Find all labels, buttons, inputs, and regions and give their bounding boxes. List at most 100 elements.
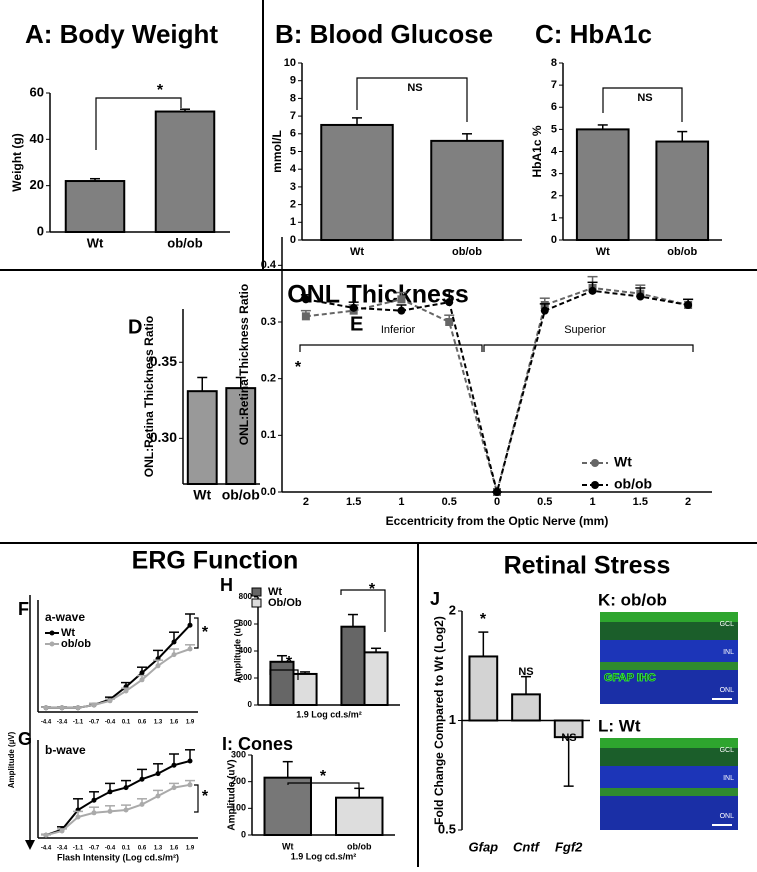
y-tick-label: 300: [231, 749, 246, 759]
x-axis-label: 1.9 Log cd.s/m²: [291, 851, 357, 861]
gcl-layer: [600, 738, 738, 748]
y-tick-label: 6: [290, 128, 296, 140]
series-line: [46, 648, 191, 709]
x-tick-label: ob/ob: [347, 841, 372, 851]
y-axis-label: Weight (g): [10, 133, 24, 191]
marker: [43, 832, 49, 838]
y-tick-label: 600: [239, 619, 253, 628]
x-tick-label: ob/ob: [167, 235, 202, 250]
marker: [349, 303, 358, 312]
x-tick-label: ob/ob: [222, 487, 260, 503]
y-tick-label: 1: [551, 212, 557, 224]
x-tick-label: 1.9: [186, 846, 195, 852]
bar: [363, 651, 389, 706]
legend-marker: [591, 481, 599, 489]
marker: [493, 488, 501, 496]
gcl-layer: [600, 612, 738, 622]
marker: [107, 789, 113, 795]
significance-bracket: [194, 617, 199, 649]
y-tick-label: 0.1: [261, 429, 276, 441]
x-tick-label: 0.5: [537, 496, 552, 508]
x-axis-label: 1.9 Log cd.s/m²: [296, 709, 362, 719]
y-tick-label: 0: [551, 234, 557, 246]
y-axis-label: HbA1c %: [530, 125, 544, 177]
panel-title: G: [18, 729, 32, 749]
x-tick-label: 2: [685, 496, 691, 508]
y-tick-label: 2: [449, 602, 456, 617]
x-tick-label: 0: [494, 496, 500, 508]
opl-layer: [600, 788, 738, 796]
ipl-layer: [600, 622, 738, 640]
y-tick-label: 8: [551, 57, 557, 69]
bar: [186, 390, 218, 486]
y-tick-label: 200: [231, 776, 246, 786]
annotation: NS: [561, 732, 576, 744]
legend-swatch: [251, 598, 262, 608]
panel-title: C: HbA1c: [535, 19, 652, 49]
bar: [64, 180, 126, 234]
panel-subtitle: a-wave: [45, 610, 85, 624]
legend-label: Wt: [614, 454, 632, 470]
y-tick-label: 6: [551, 101, 557, 113]
marker: [540, 306, 549, 315]
image-title: L: Wt: [598, 716, 641, 735]
x-tick-label: 1.6: [170, 720, 179, 726]
annotation: Superior: [564, 324, 606, 336]
x-tick-label: Fgf2: [555, 839, 583, 854]
legend-label: Wt: [268, 586, 282, 598]
marker: [187, 782, 193, 788]
legend-label: ob/ob: [614, 476, 652, 492]
panel-title: A: Body Weight: [25, 19, 218, 49]
marker: [588, 286, 597, 295]
inl-layer: [600, 640, 738, 662]
y-tick-label: 0: [241, 829, 246, 839]
marker: [139, 677, 145, 683]
marker: [91, 810, 97, 816]
marker: [301, 312, 310, 321]
y-tick-label: 0.5: [438, 821, 456, 836]
y-tick-label: 4: [551, 145, 558, 157]
y-tick-label: 8: [290, 92, 296, 104]
panel-subtitle: b-wave: [45, 743, 86, 757]
panel-title: I: Cones: [222, 734, 293, 754]
panel-title: D: [128, 316, 142, 338]
layer-label: ONL: [720, 687, 735, 694]
bar: [320, 123, 394, 241]
legend-marker: [591, 459, 599, 467]
legend-label: ob/ob: [61, 638, 91, 650]
marker: [107, 698, 113, 704]
x-tick-label: 1.6: [170, 846, 179, 852]
annotation: NS: [407, 82, 422, 94]
x-tick-label: 1.5: [346, 496, 361, 508]
x-tick-label: ob/ob: [667, 246, 697, 258]
y-tick-label: 0.0: [261, 486, 276, 498]
significance-bracket: [340, 589, 386, 632]
marker: [636, 292, 645, 301]
marker: [171, 762, 177, 768]
legend-marker: [49, 630, 55, 636]
significance-bracket: [95, 97, 182, 150]
marker: [187, 758, 193, 764]
ipl-layer: [600, 748, 738, 766]
x-tick-label: 1.9: [186, 720, 195, 726]
y-tick-label: 9: [290, 75, 296, 87]
x-tick-label: 1.3: [154, 846, 163, 852]
marker: [397, 295, 406, 304]
marker: [684, 301, 693, 309]
x-axis-label: Eccentricity from the Optic Nerve (mm): [386, 514, 609, 528]
y-axis-label: Amplitude (µV): [7, 731, 16, 788]
x-tick-label: Wt: [193, 487, 211, 503]
legend-label: Wt: [61, 627, 75, 639]
y-tick-label: 3: [290, 181, 296, 193]
significance-bracket: [602, 87, 683, 122]
y-tick-label: 0: [290, 234, 296, 246]
series-line: [45, 760, 191, 837]
section-title: Retinal Stress: [504, 552, 671, 580]
x-tick-label: -3.4: [57, 846, 68, 852]
marker: [59, 705, 65, 711]
marker: [139, 776, 145, 782]
significance-bracket: [287, 782, 360, 797]
x-tick-label: 1.3: [154, 720, 163, 726]
bar: [655, 140, 710, 241]
